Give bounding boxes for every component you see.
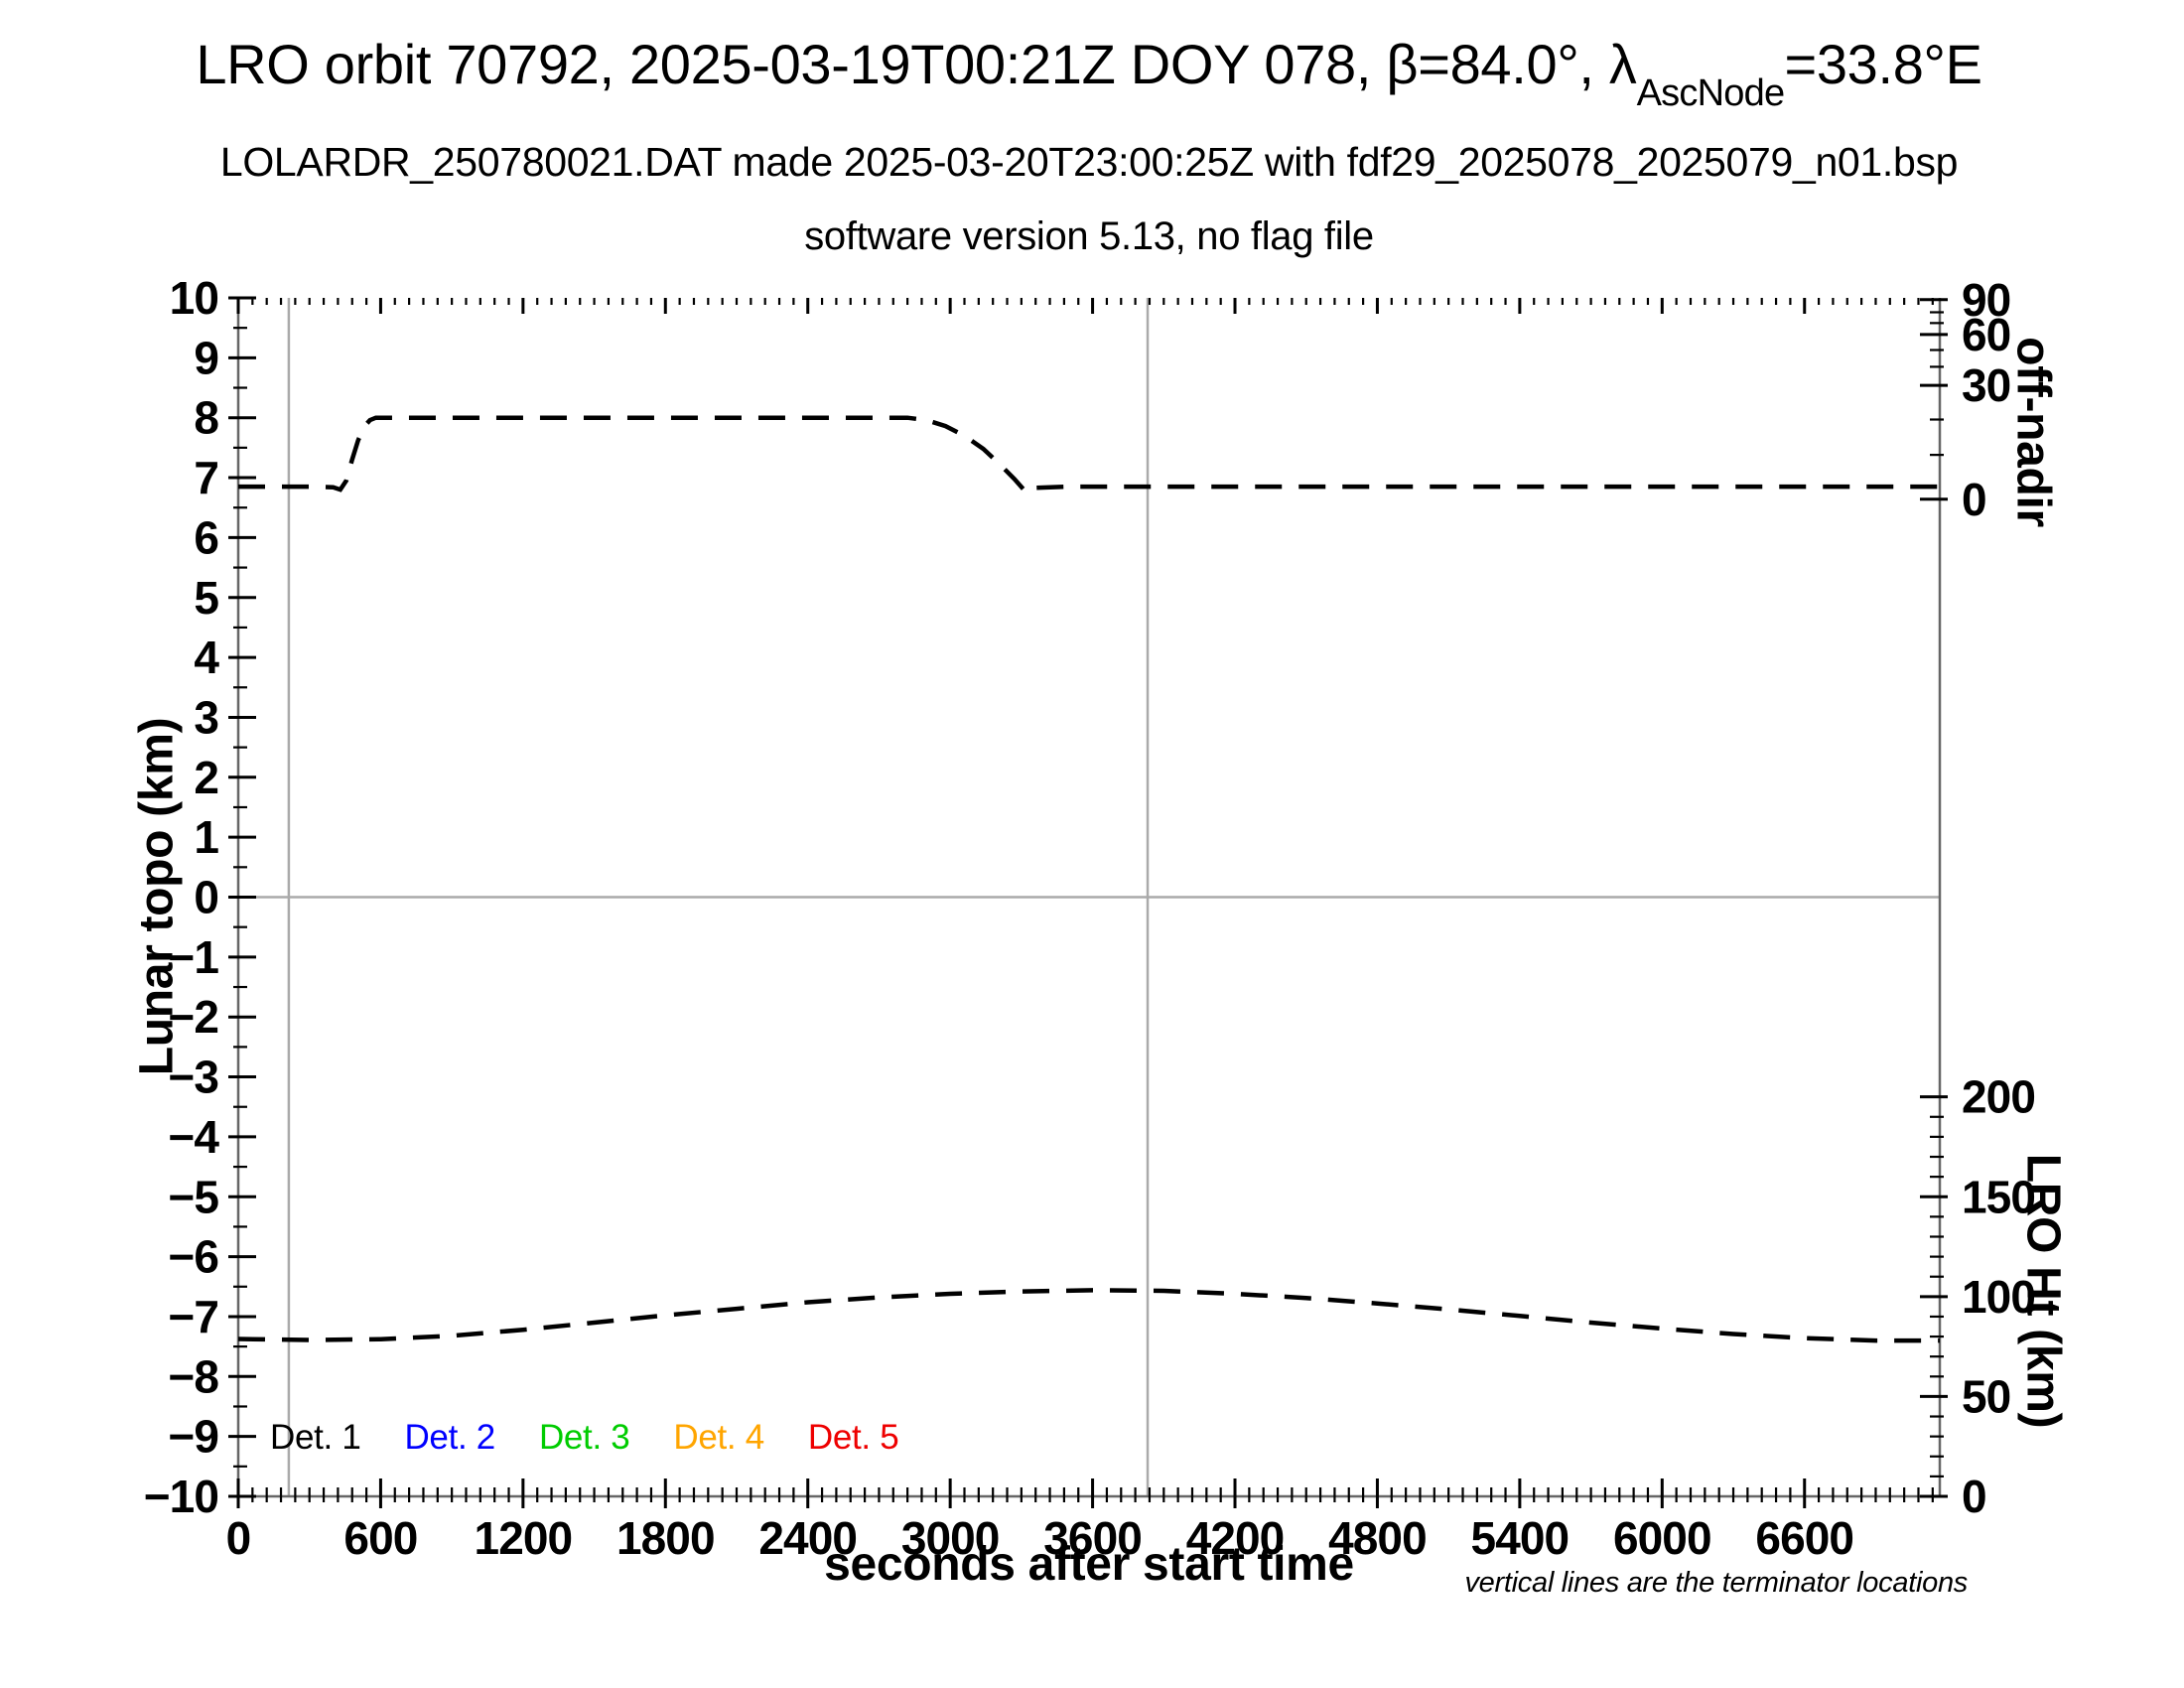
x-tick-label: 5400	[1471, 1512, 1570, 1564]
y-tick-label: −3	[168, 1052, 218, 1103]
y-tick-label: 5	[194, 572, 218, 624]
legend-item-det-5: Det. 5	[807, 1418, 899, 1457]
off-nadir-tick-label: 60	[1962, 309, 2010, 360]
page-title: LRO orbit 70792, 2025-03-19T00:21Z DOY 0…	[196, 32, 1982, 114]
x-tick-label: 0	[226, 1512, 251, 1564]
y-tick-label: 3	[194, 691, 218, 743]
title-suffix: =33.8°E	[1784, 33, 1982, 95]
lro-ht-tick-label: 200	[1962, 1071, 2035, 1123]
y-tick-label: −5	[168, 1171, 218, 1222]
lro-ht-tick-label: 150	[1962, 1171, 2035, 1222]
y-tick-label: 10	[170, 272, 218, 324]
y-tick-label: −7	[168, 1291, 218, 1342]
x-tick-label: 4800	[1328, 1512, 1427, 1564]
y-axis-title-lro-height: LRO Ht (km)	[2016, 1153, 2070, 1429]
x-tick-label: 1800	[616, 1512, 715, 1564]
lro-ht-tick-label: 50	[1962, 1370, 2010, 1422]
x-tick-label: 4200	[1186, 1512, 1285, 1564]
off-nadir-angle-curve	[238, 415, 1940, 496]
x-axis-title: seconds after start time	[824, 1538, 1354, 1591]
y-tick-label: 8	[194, 392, 218, 444]
y-tick-label: 0	[194, 872, 218, 923]
legend: Det. 1 Det. 2 Det. 3 Det. 4 Det. 5	[270, 1418, 899, 1458]
y-tick-label: −6	[168, 1231, 218, 1283]
footnote-terminator-note: vertical lines are the terminator locati…	[1464, 1567, 1968, 1599]
lro-height-curve	[237, 1288, 1940, 1343]
y-tick-label: 1	[194, 811, 218, 863]
lro-ht-tick-label: 0	[1962, 1471, 1986, 1522]
title-subscript: AscNode	[1636, 72, 1786, 115]
off-nadir-tick-label: 90	[1962, 274, 2010, 326]
y-tick-label: 4	[194, 632, 219, 683]
x-tick-label: 600	[343, 1512, 417, 1564]
y-tick-label: −1	[168, 931, 218, 983]
legend-item-det-2: Det. 2	[404, 1418, 495, 1457]
y-tick-label: 2	[194, 752, 218, 803]
legend-item-det-4: Det. 4	[673, 1418, 764, 1457]
y-tick-label: −10	[144, 1471, 218, 1522]
y-tick-label: 6	[194, 511, 218, 563]
y-tick-label: 9	[194, 332, 218, 383]
off-nadir-tick-label: 0	[1962, 474, 1986, 525]
y-tick-label: 7	[194, 452, 218, 503]
subtitle-software-version: software version 5.13, no flag file	[804, 214, 1374, 258]
y-tick-label: −4	[168, 1111, 219, 1163]
off-nadir-tick-label: 30	[1962, 359, 2010, 411]
y-tick-label: −2	[168, 991, 218, 1043]
x-tick-label: 1200	[475, 1512, 573, 1564]
subtitle-filename: LOLARDR_250780021.DAT made 2025-03-20T23…	[219, 139, 1959, 185]
x-tick-label: 6600	[1755, 1512, 1853, 1564]
y-axis-title-lunar-topo: Lunar topo (km)	[130, 717, 184, 1076]
y-axis-title-off-nadir: off-nadir	[2006, 337, 2060, 527]
legend-item-det-1: Det. 1	[270, 1418, 361, 1457]
y-tick-label: −9	[168, 1411, 218, 1463]
x-tick-label: 6000	[1613, 1512, 1711, 1564]
x-tick-label: 3000	[901, 1512, 1000, 1564]
legend-item-det-3: Det. 3	[538, 1418, 630, 1457]
title-text: LRO orbit 70792, 2025-03-19T00:21Z DOY 0…	[196, 33, 1637, 95]
lro-ht-tick-label: 100	[1962, 1271, 2035, 1323]
x-tick-label: 3600	[1043, 1512, 1142, 1564]
y-tick-label: −8	[168, 1350, 218, 1402]
x-tick-label: 2400	[758, 1512, 857, 1564]
